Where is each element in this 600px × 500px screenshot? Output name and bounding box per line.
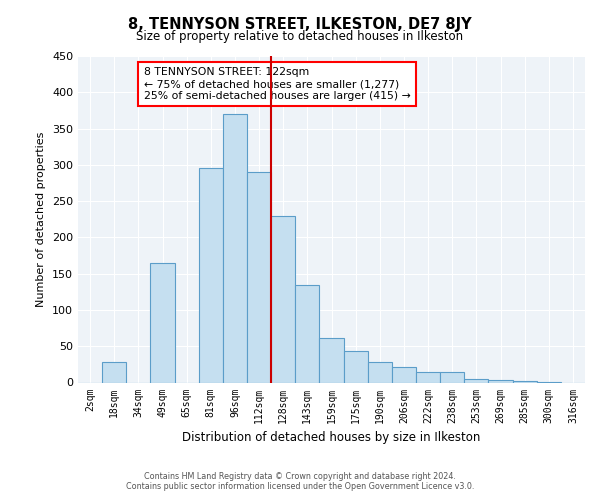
X-axis label: Distribution of detached houses by size in Ilkeston: Distribution of detached houses by size … <box>182 431 481 444</box>
Bar <box>488 380 512 382</box>
Y-axis label: Number of detached properties: Number of detached properties <box>37 132 46 307</box>
Bar <box>271 216 295 382</box>
Bar <box>416 372 440 382</box>
Bar <box>151 263 175 382</box>
Bar <box>392 366 416 382</box>
Text: Contains HM Land Registry data © Crown copyright and database right 2024.
Contai: Contains HM Land Registry data © Crown c… <box>126 472 474 491</box>
Bar <box>102 362 126 382</box>
Bar <box>319 338 344 382</box>
Text: Size of property relative to detached houses in Ilkeston: Size of property relative to detached ho… <box>136 30 464 43</box>
Text: 8, TENNYSON STREET, ILKESTON, DE7 8JY: 8, TENNYSON STREET, ILKESTON, DE7 8JY <box>128 18 472 32</box>
Bar <box>295 284 319 382</box>
Bar <box>512 381 537 382</box>
Bar <box>464 379 488 382</box>
Bar <box>199 168 223 382</box>
Bar <box>247 172 271 382</box>
Text: 8 TENNYSON STREET: 122sqm
← 75% of detached houses are smaller (1,277)
25% of se: 8 TENNYSON STREET: 122sqm ← 75% of detac… <box>144 68 410 100</box>
Bar <box>223 114 247 382</box>
Bar <box>368 362 392 382</box>
Bar <box>344 352 368 382</box>
Bar <box>440 372 464 382</box>
